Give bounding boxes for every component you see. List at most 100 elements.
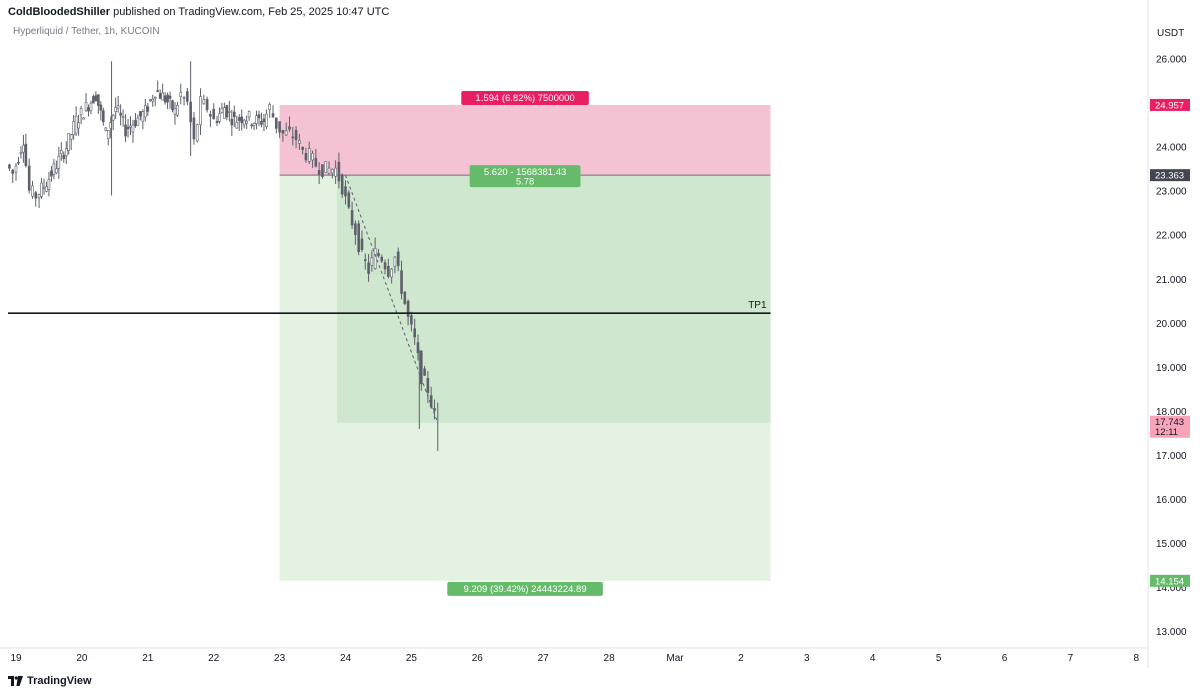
candle-body (284, 130, 288, 136)
stop-label[interactable] (461, 90, 589, 105)
x-tick-label: Mar (666, 653, 684, 664)
price-tag[interactable] (1150, 415, 1190, 438)
candle-body (50, 170, 53, 177)
trend-line[interactable] (345, 175, 439, 424)
y-tick-label: 17.000 (1156, 451, 1187, 462)
candle-body (307, 148, 311, 162)
x-tick-label: 24 (340, 653, 352, 664)
candle-body (82, 117, 85, 120)
candle-body (141, 111, 145, 122)
candle-body (237, 117, 241, 121)
target-label[interactable] (447, 581, 603, 596)
candle-body (250, 124, 253, 127)
price-tag-value: 23.363 (1155, 171, 1184, 182)
y-tick-label: 26.000 (1156, 55, 1187, 66)
candle-body (344, 186, 347, 197)
candlestick-series (8, 61, 439, 452)
tradingview-logo-icon (8, 676, 23, 686)
x-tick-label: 7 (1068, 653, 1074, 664)
candle-body (416, 342, 420, 354)
price-tag-value: 14.154 (1155, 576, 1184, 587)
candle-body (205, 98, 209, 111)
candle-body (288, 126, 291, 130)
candle-body (129, 125, 132, 128)
candle-body (240, 116, 244, 124)
candle-body (230, 118, 234, 126)
y-tick-label: 15.000 (1156, 539, 1187, 550)
candle-body (119, 112, 122, 116)
author-name[interactable]: ColdBloodedShiller (8, 6, 111, 18)
candle-body (363, 259, 367, 261)
price-tag-value: 24.957 (1155, 100, 1184, 111)
candle-body (337, 161, 341, 182)
candle-body (72, 121, 75, 135)
price-tag[interactable] (1150, 169, 1190, 182)
ratio-label-text: 5.620 - 1568381.43 (484, 167, 566, 178)
candle-body (126, 126, 130, 130)
candle-body (396, 251, 400, 266)
candle-body (104, 127, 108, 131)
candle-body (156, 90, 159, 92)
candle-body (370, 257, 374, 266)
candle-body (186, 91, 189, 102)
x-tick-label: 4 (870, 653, 876, 664)
y-tick-label: 24.000 (1156, 143, 1187, 154)
candle-body (373, 248, 377, 269)
candle-body (223, 107, 226, 119)
candle-body (62, 154, 66, 160)
chart-axes: USDT26.00025.00024.00023.00022.00021.000… (0, 0, 1190, 668)
y-tick-label: 18.000 (1156, 407, 1187, 418)
candle-body (131, 124, 135, 133)
candle-body (245, 120, 248, 124)
candle-body (301, 146, 304, 150)
candle-body (173, 108, 177, 115)
candle-body (317, 170, 321, 175)
candle-body (383, 262, 387, 270)
candle-body (176, 105, 179, 116)
candle-body (247, 111, 251, 118)
candle-body (367, 262, 370, 274)
candle-body (413, 328, 416, 338)
candle-body (257, 114, 261, 119)
stop-loss-zone[interactable] (279, 104, 771, 176)
candle-body (182, 97, 186, 99)
candle-body (116, 105, 120, 109)
candle-body (252, 123, 256, 126)
candle-body (327, 167, 331, 174)
candle-body (235, 122, 239, 129)
x-tick-label: 19 (10, 653, 22, 664)
candle-body (360, 238, 364, 251)
candle-body (354, 223, 357, 235)
candle-body (52, 163, 56, 175)
tradingview-logo[interactable]: TradingView (8, 675, 92, 687)
candle-body (357, 223, 360, 252)
candle-body (347, 192, 351, 208)
candle-body (232, 111, 236, 118)
candle-body (42, 186, 46, 189)
candle-body (17, 161, 20, 164)
candle-body (64, 148, 68, 157)
position-zones (279, 104, 771, 581)
candle-body (106, 129, 110, 140)
symbol-info: Hyperliquid / Tether, 1h, KUCOIN (13, 26, 160, 37)
candle-body (94, 95, 98, 101)
candle-body (400, 270, 403, 294)
candle-body (410, 315, 413, 325)
candle-body (163, 95, 167, 103)
price-tag[interactable] (1150, 574, 1190, 587)
candle-body (179, 92, 183, 97)
y-tick-label: 16.000 (1156, 495, 1187, 506)
y-tick-label: 13.000 (1156, 627, 1187, 638)
candle-body (429, 395, 433, 408)
ratio-label[interactable] (469, 165, 581, 188)
candle-body (161, 92, 164, 101)
y-tick-label: 19.000 (1156, 363, 1187, 374)
x-tick-label: 26 (472, 653, 484, 664)
candle-body (390, 268, 393, 278)
candle-body (403, 291, 407, 305)
stop-label-text: 1.594 (6.82%) 7500000 (475, 93, 574, 104)
price-tag[interactable] (1150, 98, 1190, 111)
candle-body (55, 168, 58, 174)
candle-body (171, 100, 174, 111)
